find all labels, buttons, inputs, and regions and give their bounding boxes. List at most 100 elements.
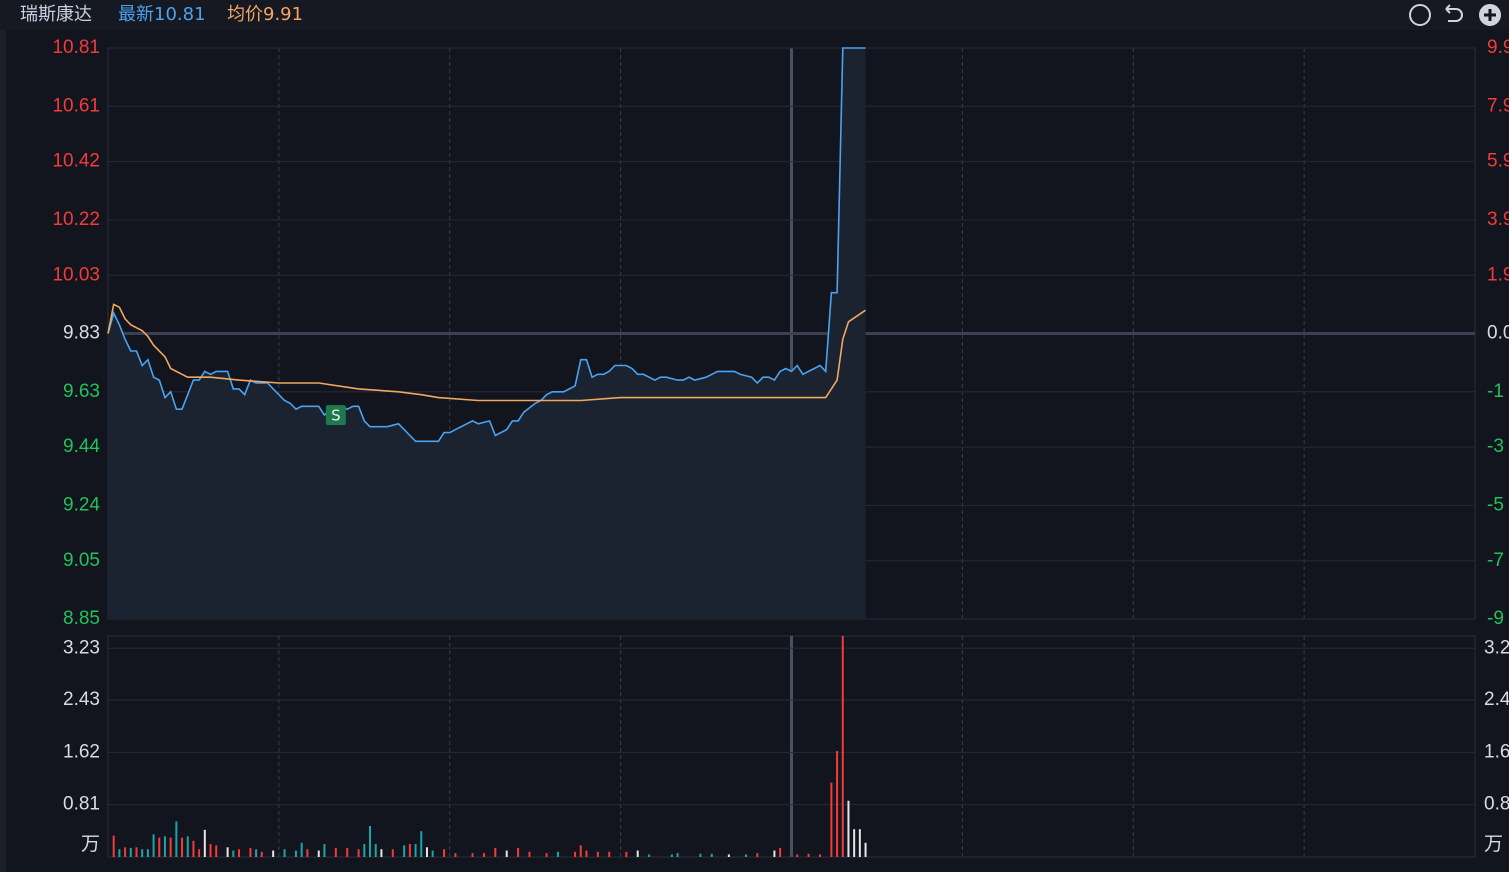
volume-bar <box>129 847 132 857</box>
volume-bar <box>579 845 582 857</box>
y-tick-label: 9.24 <box>63 494 100 515</box>
volume-bar <box>283 849 286 857</box>
volume-bar <box>215 845 218 857</box>
y-tick-label: 10.81 <box>52 37 100 58</box>
stock-name: 瑞斯康达 <box>20 4 92 25</box>
y2-tick-label: -7 <box>1487 550 1504 571</box>
volume-bar <box>727 854 730 857</box>
volume-bar <box>403 845 406 857</box>
latest-value: 10.81 <box>154 4 206 25</box>
volume-bar <box>357 849 360 857</box>
average-line <box>107 303 866 402</box>
volume-bar <box>198 849 201 857</box>
volume-bar <box>454 853 457 857</box>
volume-bar <box>864 842 867 857</box>
y-tick-label: 3.23 <box>63 637 100 658</box>
volume-bar <box>186 836 189 857</box>
volume-bar <box>414 844 417 857</box>
price-line <box>107 47 866 443</box>
volume-bar <box>203 829 206 857</box>
volume-bar <box>471 853 474 857</box>
y2-tick-label: -9 <box>1487 608 1504 629</box>
volume-bar <box>334 847 337 857</box>
y-tick-label: 9.83 <box>63 323 100 344</box>
y-tick-label: 10.03 <box>52 264 100 285</box>
latest-price: 最新10.81 <box>118 4 206 25</box>
volume-bar <box>699 853 702 857</box>
volume-bar <box>853 829 856 857</box>
volume-bar <box>482 853 485 857</box>
volume-bar <box>169 837 172 857</box>
y2-tick-label: 7.9 <box>1487 95 1509 116</box>
volume-bar <box>556 851 559 857</box>
y-tick-label: 0.81 <box>63 794 100 815</box>
y-tick-label: 10.42 <box>52 151 100 172</box>
volume-bar <box>431 850 434 857</box>
y-tick-label: 2.43 <box>63 689 100 710</box>
y2-tick-label: 0.8 <box>1484 794 1509 815</box>
volume-bar <box>112 835 115 857</box>
price-area <box>108 48 866 619</box>
volume-bar <box>323 844 326 857</box>
avg-value: 9.91 <box>263 4 303 25</box>
volume-bar <box>796 854 799 857</box>
undo-button[interactable] <box>1445 4 1463 22</box>
volume-bar <box>425 847 428 857</box>
volume-bar <box>163 836 166 857</box>
y2-tick-label: 3.9 <box>1487 209 1509 230</box>
avg-label: 均价 <box>227 4 263 25</box>
volume-bar <box>192 840 195 857</box>
volume-bar <box>124 847 127 857</box>
side-strip <box>0 0 6 872</box>
volume-bar <box>517 847 520 857</box>
y2-tick-label: 1.9 <box>1487 264 1509 285</box>
volume-bar <box>574 851 577 857</box>
volume-bar <box>363 844 366 857</box>
volume-bar <box>773 850 776 857</box>
sell-marker <box>325 405 346 426</box>
volume-bar <box>146 849 149 857</box>
volume-bar <box>756 853 759 857</box>
volume-bar <box>636 850 639 857</box>
y-tick-label: 9.44 <box>63 436 100 457</box>
unit-label: 万 <box>81 834 100 855</box>
y-tick-label: 9.05 <box>63 550 100 571</box>
volume-bar <box>779 847 782 857</box>
volume-bar <box>391 849 394 857</box>
volume-bar <box>232 850 235 857</box>
y2-tick-label: 9.9 <box>1487 37 1509 58</box>
volume-bar <box>380 849 383 857</box>
y2-tick-label: -1 <box>1487 381 1504 402</box>
volume-bar <box>374 844 377 857</box>
volume-bar <box>209 844 212 857</box>
speed-button[interactable] <box>1409 4 1431 26</box>
sell-marker-label: S <box>331 407 341 425</box>
y2-tick-label: 0.0 <box>1487 323 1509 344</box>
volume-bar <box>841 636 844 857</box>
y2-tick-label: 2.4 <box>1484 689 1509 710</box>
volume-bar <box>135 847 138 857</box>
volume-bar <box>858 829 861 857</box>
header-bar <box>0 0 1509 30</box>
volume-bar <box>494 847 497 857</box>
volume-bar <box>249 847 252 857</box>
volume-bar <box>585 850 588 857</box>
plot-area: 10.81 9.9 10.61 7.9 10.42 5.9 10.22 3.9 10.03 1.9… <box>52 37 1509 858</box>
volume-bar <box>505 850 508 857</box>
latest-label: 最新 <box>118 4 154 25</box>
volume-bar <box>847 800 850 857</box>
volume-bar <box>317 850 320 857</box>
volume-bar <box>141 849 144 857</box>
volume-bar <box>545 853 548 857</box>
volume-bar <box>420 831 423 857</box>
volume-bar <box>369 825 372 857</box>
y2-tick-label: 5.9 <box>1487 151 1509 172</box>
y2-tick-label: -5 <box>1487 494 1504 515</box>
y2-tick-label: 3.2 <box>1484 637 1509 658</box>
volume-bar <box>818 854 821 857</box>
y2-tick-label: -3 <box>1487 436 1504 457</box>
volume-bar <box>608 851 611 857</box>
volume-bar <box>744 854 747 857</box>
y-tick-label: 10.22 <box>52 209 100 230</box>
